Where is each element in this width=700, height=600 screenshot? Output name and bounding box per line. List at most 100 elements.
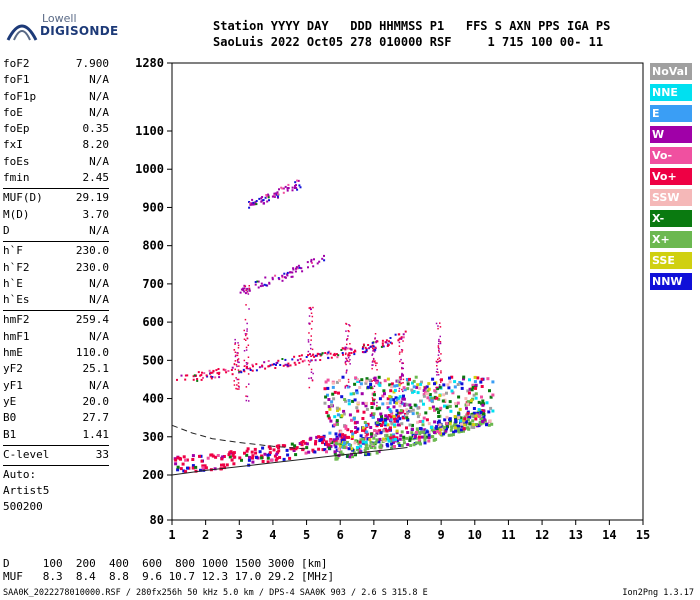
echo-dot <box>435 407 439 411</box>
echo-dot <box>338 379 341 382</box>
param-separator <box>3 241 109 243</box>
echo-dot <box>250 202 253 205</box>
echo-dot <box>376 369 378 371</box>
echo-dot <box>402 390 404 393</box>
echo-dot <box>402 375 404 377</box>
param-row: hmF2 259.4 <box>3 312 109 328</box>
echo-dot <box>437 371 439 374</box>
echo-dot <box>425 430 429 434</box>
y-tick-label: 700 <box>142 277 164 291</box>
echo-dot <box>275 363 277 366</box>
echo-dot <box>311 315 314 318</box>
echo-dot <box>247 367 249 370</box>
echo-dot <box>230 458 234 462</box>
param-row: foEs N/A <box>3 154 109 170</box>
echo-dot <box>276 191 279 194</box>
param-row: foEp 0.35 <box>3 121 109 137</box>
echo-dot <box>445 406 449 410</box>
echo-dot <box>379 445 383 449</box>
echo-dot <box>457 416 461 420</box>
echo-dot <box>307 450 311 454</box>
echo-dot <box>306 261 309 264</box>
echo-dot <box>248 455 251 459</box>
echo-dot <box>248 201 251 203</box>
echo-dot <box>249 203 252 206</box>
echo-dot <box>320 353 323 356</box>
echo-dot <box>301 440 305 443</box>
echo-dot <box>258 366 261 369</box>
echo-dot <box>237 344 240 347</box>
echo-dot <box>301 270 304 273</box>
echo-dot <box>243 359 246 362</box>
echo-dot <box>410 388 414 392</box>
echo-dot <box>310 328 313 330</box>
echo-dot <box>365 401 368 405</box>
echo-dot <box>245 399 248 402</box>
echo-dot <box>485 423 488 427</box>
echo-dot <box>314 442 317 446</box>
echo-dot <box>374 348 377 351</box>
echo-dot <box>371 380 373 382</box>
echo-dot <box>372 350 374 352</box>
echo-dot <box>335 406 339 410</box>
echo-dot <box>337 439 341 443</box>
echo-dot <box>470 414 474 418</box>
echo-dot <box>310 339 312 341</box>
echo-dot <box>365 430 369 434</box>
echo-dot <box>251 460 255 464</box>
echo-dot <box>323 254 325 257</box>
echo-dot <box>260 282 263 285</box>
echo-dot <box>488 419 492 423</box>
echo-dot <box>383 419 387 422</box>
echo-dot <box>234 343 236 345</box>
echo-dot <box>415 431 418 434</box>
param-row: hmF1 N/A <box>3 329 109 345</box>
echo-dot <box>443 398 447 402</box>
echo-dot <box>218 371 221 374</box>
echo-dot <box>327 446 331 450</box>
echo-dot <box>240 458 243 462</box>
echo-dot <box>293 355 296 358</box>
autoscale-note: 500200 <box>3 500 43 514</box>
echo-dot <box>351 399 355 403</box>
echo-dot <box>358 386 362 389</box>
echo-dot <box>298 184 301 187</box>
echo-dot <box>423 432 427 436</box>
echo-dot <box>305 446 309 450</box>
echo-dot <box>274 274 277 277</box>
echo-dot <box>293 361 296 364</box>
param-name: foE <box>3 105 23 119</box>
echo-dot <box>238 388 240 390</box>
echo-dot <box>298 361 301 364</box>
echo-dot <box>308 322 310 324</box>
echo-dot <box>401 397 405 401</box>
echo-dot <box>395 439 399 443</box>
echo-dot <box>439 378 441 381</box>
echo-dot <box>445 425 449 429</box>
echo-dot <box>332 397 336 401</box>
param-row: yE 20.0 <box>3 394 109 410</box>
echo-dot <box>385 415 389 419</box>
echo-dot <box>366 422 370 426</box>
echo-dot <box>389 433 393 437</box>
echo-dot <box>447 386 451 390</box>
echo-dot <box>364 443 368 447</box>
echo-dot <box>245 449 249 453</box>
echo-dot <box>307 354 309 357</box>
echo-dot <box>365 350 368 353</box>
echo-dot <box>301 360 304 363</box>
echo-dot <box>310 377 313 379</box>
echo-dot <box>393 384 397 388</box>
echo-dot <box>371 364 373 366</box>
param-row: fmin 2.45 <box>3 170 109 186</box>
echo-dot <box>252 365 254 368</box>
echo-dot <box>218 376 221 379</box>
echo-dot <box>298 266 301 269</box>
echo-dot <box>451 433 455 437</box>
echo-dot <box>308 332 310 334</box>
echo-dot <box>373 446 377 450</box>
echo-dot <box>224 368 227 371</box>
echo-dot <box>247 344 250 346</box>
echo-dot <box>328 431 332 435</box>
echo-dot <box>403 388 407 392</box>
